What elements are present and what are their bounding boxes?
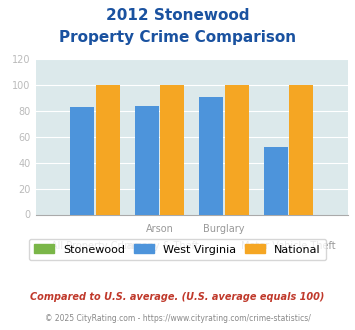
Bar [225, 85, 248, 214]
Text: Compared to U.S. average. (U.S. average equals 100): Compared to U.S. average. (U.S. average … [30, 292, 325, 302]
Bar [200, 97, 223, 214]
Bar [70, 107, 94, 214]
Bar [96, 85, 120, 214]
Bar [160, 85, 184, 214]
Text: © 2025 CityRating.com - https://www.cityrating.com/crime-statistics/: © 2025 CityRating.com - https://www.city… [45, 314, 310, 323]
Bar [289, 85, 313, 214]
Text: All Property Crime: All Property Crime [50, 241, 139, 251]
Text: Burglary: Burglary [203, 224, 245, 234]
Text: Larceny & Theft: Larceny & Theft [121, 241, 198, 251]
Bar [135, 106, 159, 214]
Text: Motor Vehicle Theft: Motor Vehicle Theft [241, 241, 336, 251]
Bar [264, 147, 288, 214]
Legend: Stonewood, West Virginia, National: Stonewood, West Virginia, National [29, 239, 326, 260]
Text: Property Crime Comparison: Property Crime Comparison [59, 30, 296, 45]
Text: 2012 Stonewood: 2012 Stonewood [106, 8, 249, 23]
Text: Arson: Arson [146, 224, 173, 234]
